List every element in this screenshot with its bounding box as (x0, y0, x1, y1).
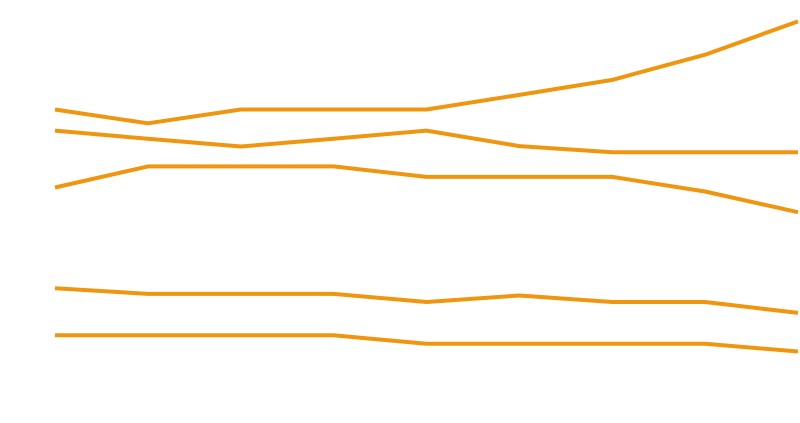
series-line-1 (54, 19, 799, 126)
series-line-3 (54, 164, 799, 215)
series-line-4 (54, 286, 799, 315)
series-line-2 (54, 128, 798, 155)
series-line-5 (55, 333, 799, 354)
series-layer (54, 19, 799, 354)
